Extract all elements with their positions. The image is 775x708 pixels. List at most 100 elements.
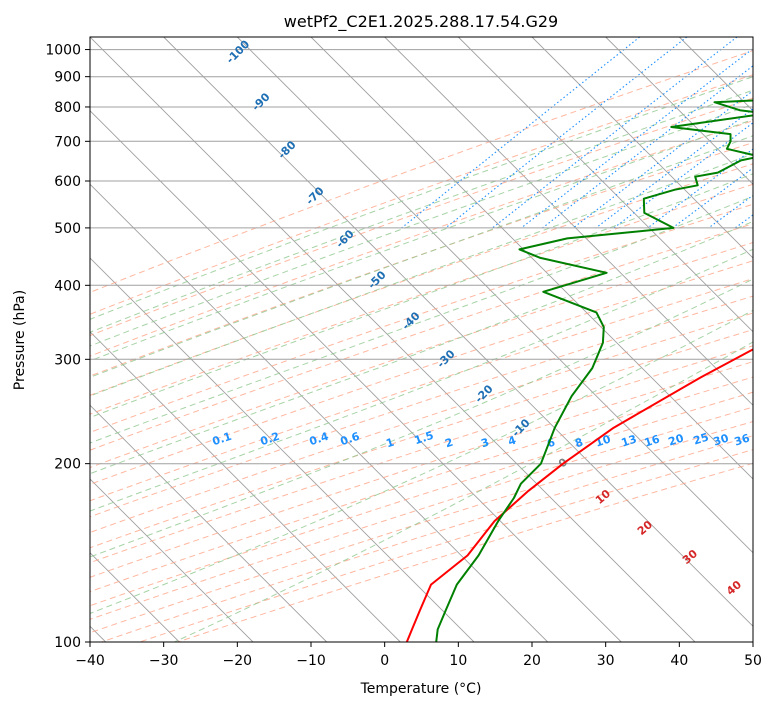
x-axis-title: Temperature (°C) bbox=[360, 681, 482, 697]
dry-adiabat-line bbox=[90, 74, 753, 315]
mixing-ratio-label: 0.4 bbox=[308, 430, 331, 448]
isotherm-label: -70 bbox=[303, 184, 326, 207]
mixing-ratio-label: 10 bbox=[594, 432, 613, 449]
isotherm-line bbox=[457, 37, 753, 333]
temperature-profile-line bbox=[405, 348, 753, 642]
y-tick-label: 100 bbox=[54, 635, 81, 651]
mixing-ratio-label: 3 bbox=[479, 436, 490, 451]
moist-adiabat-line bbox=[90, 89, 753, 333]
dry-adiabat-line bbox=[90, 391, 753, 607]
moist-adiabat-line bbox=[90, 118, 753, 362]
dry-adiabat-line bbox=[90, 345, 753, 564]
plot-frame bbox=[89, 36, 754, 643]
x-tick-label: 40 bbox=[670, 653, 688, 669]
dry-adiabat-label: 40 bbox=[724, 578, 744, 598]
background-lines bbox=[90, 37, 775, 642]
isotherm-line bbox=[384, 37, 753, 406]
dry-adiabat-line bbox=[90, 376, 753, 593]
dry-adiabat-line bbox=[101, 435, 753, 642]
moist-adiabat-line bbox=[90, 278, 753, 558]
y-axis: 100 200 300 400 500 600 700 800 900 1000 bbox=[45, 43, 90, 651]
moist-adiabat-line bbox=[90, 173, 753, 419]
horizontal-grid bbox=[90, 49, 753, 642]
isotherm-line bbox=[310, 37, 753, 480]
mixing-ratio-label: 16 bbox=[643, 432, 662, 449]
mixing-ratio-label: 0.1 bbox=[211, 430, 234, 448]
dry-adiabat-line bbox=[90, 223, 753, 451]
isotherm-line bbox=[90, 478, 254, 642]
profile-series bbox=[405, 99, 753, 642]
dry-adiabat-line bbox=[90, 278, 753, 502]
dry-adiabat-label: 20 bbox=[635, 518, 655, 538]
dry-adiabat-line bbox=[90, 163, 753, 396]
isotherm-line bbox=[90, 331, 401, 642]
mixing-ratio-line bbox=[756, 37, 775, 228]
isotherm-line bbox=[605, 37, 753, 185]
mixing-ratio-label: 36 bbox=[733, 431, 752, 448]
dry-adiabat-line bbox=[139, 449, 753, 642]
isotherm-label: -30 bbox=[434, 347, 457, 370]
y-tick-label: 900 bbox=[54, 70, 81, 86]
mixing-ratio-label: 20 bbox=[667, 431, 686, 448]
line-annotations: -100-90-80-70-60-50-40-30-20-100.1 0.2 0.4… bbox=[211, 37, 752, 597]
mixing-ratio-label: 0.2 bbox=[259, 430, 282, 448]
isotherm-label: -100 bbox=[224, 37, 253, 66]
dry-adiabat-line bbox=[90, 295, 753, 518]
moist-adiabat-line bbox=[90, 309, 753, 614]
isotherm-line bbox=[531, 37, 753, 259]
y-tick-label: 500 bbox=[54, 221, 81, 237]
x-tick-label: −30 bbox=[149, 653, 179, 669]
mixing-ratio-label: 8 bbox=[573, 436, 584, 451]
isotherm-line bbox=[163, 37, 753, 627]
isotherm-line bbox=[752, 37, 753, 38]
moist-adiabat-line bbox=[90, 248, 753, 512]
mixing-ratio-label: 1.5 bbox=[413, 429, 436, 447]
x-tick-label: 10 bbox=[449, 653, 467, 669]
moist-adiabat-line bbox=[90, 220, 753, 475]
dry-adiabat-line bbox=[90, 203, 753, 433]
mixing-ratio-label: 30 bbox=[712, 431, 731, 448]
isotherm-label: -90 bbox=[249, 90, 272, 113]
x-tick-label: −20 bbox=[223, 653, 253, 669]
chart-title: wetPf2_C2E1.2025.288.17.54.G29 bbox=[284, 12, 558, 32]
isotherm-line bbox=[236, 37, 753, 554]
dry-adiabat-line bbox=[90, 329, 753, 549]
isotherm-label: -40 bbox=[399, 309, 422, 332]
y-tick-label: 400 bbox=[54, 278, 81, 294]
mixing-ratio-label: 13 bbox=[620, 432, 639, 449]
x-tick-label: 0 bbox=[380, 653, 389, 669]
dry-adiabat-label: 30 bbox=[680, 547, 700, 567]
mixing-ratio-label: 4 bbox=[506, 434, 518, 449]
mixing-ratio-line bbox=[401, 37, 641, 229]
mixing-ratio-label: 2 bbox=[443, 436, 454, 451]
mixing-ratio-label: 6 bbox=[545, 436, 557, 451]
dry-adiabat-line bbox=[90, 183, 753, 415]
dry-adiabat-line bbox=[90, 260, 753, 485]
isotherm-line bbox=[90, 404, 328, 642]
mixing-ratio-line bbox=[520, 47, 753, 229]
dry-adiabat-line bbox=[90, 241, 753, 469]
x-tick-label: −40 bbox=[75, 653, 105, 669]
moist-adiabat-line bbox=[90, 195, 753, 444]
mixing-ratio-line bbox=[445, 37, 688, 229]
y-tick-label: 1000 bbox=[45, 43, 81, 59]
x-tick-label: 50 bbox=[744, 653, 762, 669]
dry-adiabat-line bbox=[90, 142, 753, 377]
mixing-ratio-line bbox=[595, 108, 753, 229]
y-tick-label: 700 bbox=[54, 134, 81, 150]
dry-adiabat-label: 10 bbox=[593, 487, 613, 507]
isotherm-line bbox=[90, 37, 696, 642]
mixing-ratio-label: 1 bbox=[384, 436, 395, 451]
y-tick-label: 800 bbox=[54, 100, 81, 116]
x-tick-label: 30 bbox=[597, 653, 615, 669]
x-tick-label: −10 bbox=[296, 653, 326, 669]
isotherm-line bbox=[90, 257, 475, 642]
dry-adiabat-line bbox=[90, 312, 753, 534]
y-tick-label: 200 bbox=[54, 457, 81, 473]
y-axis-title: Pressure (hPa) bbox=[12, 290, 28, 390]
mixing-ratio-line bbox=[734, 214, 753, 229]
y-tick-label: 600 bbox=[54, 174, 81, 190]
dry-adiabat-line bbox=[90, 120, 753, 357]
isotherm-label: -50 bbox=[365, 268, 388, 291]
